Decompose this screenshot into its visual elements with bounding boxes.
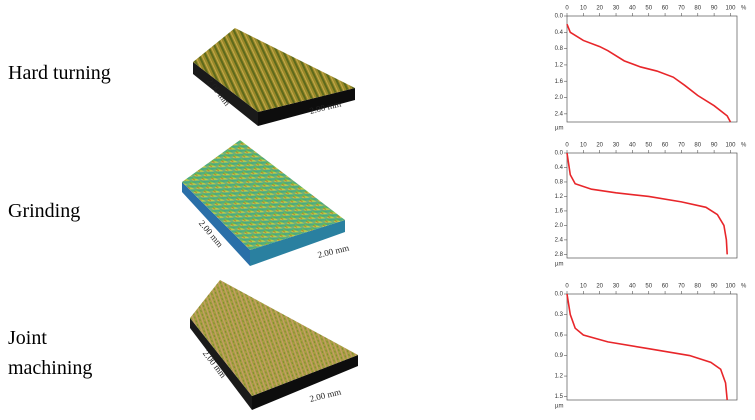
- x-tick-label: 30: [613, 143, 620, 149]
- x-tick-label: 100: [725, 6, 736, 12]
- surface-image: 2.00 mm 2.00 mm: [193, 28, 355, 126]
- x-tick-label: 10: [580, 143, 587, 149]
- curve: [566, 23, 732, 123]
- y-tick-label: 0.0: [555, 14, 564, 20]
- plot-frame: [566, 293, 738, 401]
- x-tick-label: 0: [565, 143, 569, 149]
- y-tick-label: 0.0: [555, 151, 564, 157]
- y-tick-label: 0.4: [555, 165, 564, 171]
- row-label: Hard turning: [8, 62, 111, 84]
- y-tick-label: 0.3: [555, 312, 564, 318]
- x-tick-label: 50: [645, 284, 652, 290]
- x-tick-label: 40: [629, 6, 636, 12]
- x-tick-label: 70: [678, 143, 685, 149]
- y-tick-label: 2.0: [555, 223, 564, 229]
- y-tick-label: 2.8: [555, 252, 564, 258]
- x-tick-label: 20: [596, 143, 603, 149]
- edge-label: 2.00 mm: [317, 242, 350, 259]
- x-unit: %: [741, 143, 747, 149]
- y-unit: µm: [555, 404, 563, 410]
- x-tick-label: 60: [662, 284, 669, 290]
- x-tick-label: 90: [711, 143, 718, 149]
- x-tick-label: 70: [678, 6, 685, 12]
- y-tick-label: 0.4: [555, 30, 564, 36]
- y-tick-label: 1.2: [555, 194, 564, 200]
- x-tick-label: 40: [629, 284, 636, 290]
- y-unit: µm: [555, 262, 563, 268]
- row-label: Grinding: [8, 200, 81, 222]
- x-tick-label: 10: [580, 6, 587, 12]
- x-tick-label: 80: [694, 284, 701, 290]
- x-tick-label: 30: [613, 6, 620, 12]
- plot-frame: [566, 15, 738, 123]
- x-tick-label: 30: [613, 284, 620, 290]
- y-tick-label: 2.4: [555, 237, 564, 243]
- y-tick-label: 0.0: [555, 292, 564, 298]
- y-tick-label: 1.6: [555, 209, 564, 215]
- surface-image: 2.00 mm 2.00 mm: [182, 140, 350, 266]
- surface-image: 2.00 mm 2.00 mm: [190, 280, 358, 410]
- y-tick-label: 0.6: [555, 333, 564, 339]
- x-tick-label: 100: [725, 284, 736, 290]
- y-tick-label: 1.6: [555, 79, 564, 85]
- x-tick-label: 0: [565, 284, 569, 290]
- x-tick-label: 80: [694, 143, 701, 149]
- plot-frame: [566, 152, 738, 259]
- curve: [566, 293, 728, 401]
- x-tick-label: 80: [694, 6, 701, 12]
- x-unit: %: [741, 6, 747, 12]
- x-unit: %: [741, 284, 747, 290]
- x-tick-label: 70: [678, 284, 685, 290]
- y-tick-label: 2.4: [555, 111, 564, 117]
- row-label: Joint machining: [8, 327, 93, 379]
- y-unit: µm: [555, 126, 563, 132]
- edge-label: 2.00 mm: [309, 386, 342, 403]
- x-tick-label: 10: [580, 284, 587, 290]
- x-tick-label: 20: [596, 6, 603, 12]
- curve: [566, 152, 728, 255]
- x-tick-label: 40: [629, 143, 636, 149]
- x-tick-label: 100: [725, 143, 736, 149]
- x-tick-label: 0: [565, 6, 569, 12]
- y-tick-label: 1.2: [555, 63, 564, 69]
- y-tick-label: 1.2: [555, 374, 564, 380]
- x-tick-label: 60: [662, 143, 669, 149]
- x-tick-label: 90: [711, 6, 718, 12]
- x-tick-label: 60: [662, 6, 669, 12]
- y-tick-label: 0.8: [555, 180, 564, 186]
- x-tick-label: 90: [711, 284, 718, 290]
- y-tick-label: 0.8: [555, 46, 564, 52]
- y-tick-label: 2.0: [555, 95, 564, 101]
- y-tick-label: 1.5: [555, 394, 564, 400]
- x-tick-label: 50: [645, 143, 652, 149]
- x-tick-label: 20: [596, 284, 603, 290]
- x-tick-label: 50: [645, 6, 652, 12]
- y-tick-label: 0.9: [555, 353, 564, 359]
